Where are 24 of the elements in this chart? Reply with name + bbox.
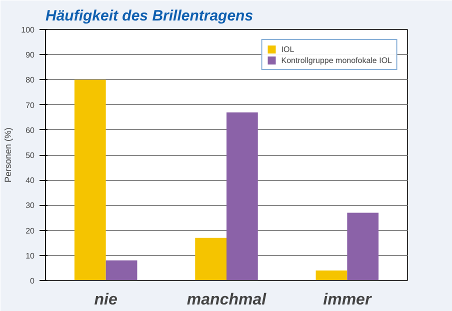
bar (316, 270, 348, 280)
bar (106, 260, 138, 280)
bar (195, 238, 226, 280)
y-tick-label: 30 (26, 201, 36, 210)
y-tick-label: 20 (26, 226, 36, 236)
y-tick-label: 100 (21, 26, 36, 34)
y-tick-label: 0 (30, 276, 36, 286)
y-tick-label: 50 (26, 151, 36, 160)
y-tick-label: 70 (26, 100, 36, 110)
x-tick-label: manchmal (186, 292, 267, 308)
x-tick-label: immer (323, 292, 372, 308)
bar (347, 212, 379, 280)
x-tick-label: nie (94, 292, 118, 308)
y-tick-label: 90 (26, 50, 36, 60)
y-tick-label: 40 (26, 176, 36, 186)
bar (226, 112, 258, 280)
legend-label: IOL (281, 44, 296, 54)
y-tick-label: 80 (26, 76, 36, 85)
legend-label: Kontrollgruppe monofokale IOL (281, 55, 392, 65)
y-tick-label: 10 (26, 251, 36, 260)
bar (74, 80, 106, 280)
chart-title: Häufigkeit des Brillentragens (46, 8, 254, 24)
y-axis-title: Personen (%) (3, 127, 14, 183)
y-tick-label: 60 (26, 126, 36, 135)
